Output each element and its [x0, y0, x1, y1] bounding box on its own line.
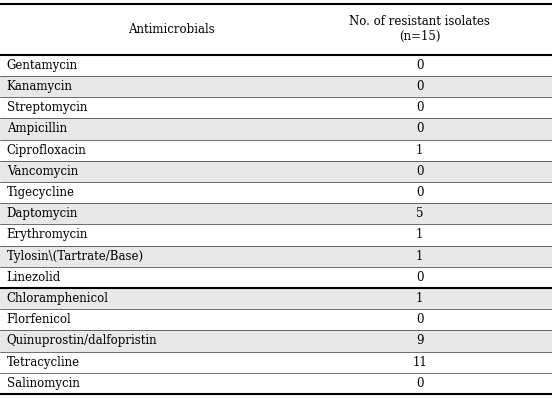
- Text: 11: 11: [412, 356, 427, 369]
- Text: Streptomycin: Streptomycin: [7, 101, 87, 114]
- Text: 1: 1: [416, 228, 423, 242]
- Bar: [0, 288, 552, 309]
- Text: 0: 0: [416, 186, 423, 199]
- Bar: [0, 246, 552, 267]
- Text: Kanamycin: Kanamycin: [7, 80, 73, 93]
- Text: 0: 0: [416, 271, 423, 284]
- Text: 0: 0: [416, 165, 423, 178]
- Text: 1: 1: [416, 144, 423, 157]
- Text: No. of resistant isolates
(n=15): No. of resistant isolates (n=15): [349, 16, 490, 43]
- Text: Erythromycin: Erythromycin: [7, 228, 88, 242]
- Text: 0: 0: [416, 377, 423, 390]
- Text: 0: 0: [416, 123, 423, 135]
- Text: Tetracycline: Tetracycline: [7, 356, 79, 369]
- Text: Tylosin\(Tartrate/Base): Tylosin\(Tartrate/Base): [7, 250, 144, 263]
- Text: Daptomycin: Daptomycin: [7, 207, 78, 220]
- Text: Ampicillin: Ampicillin: [7, 123, 67, 135]
- Text: Gentamycin: Gentamycin: [7, 59, 78, 72]
- Bar: [0, 118, 552, 140]
- Text: Florfenicol: Florfenicol: [7, 313, 71, 326]
- Bar: [0, 330, 552, 351]
- Text: 0: 0: [416, 80, 423, 93]
- Text: 1: 1: [416, 292, 423, 305]
- Text: Tigecycline: Tigecycline: [7, 186, 75, 199]
- Text: 1: 1: [416, 250, 423, 263]
- Text: 0: 0: [416, 59, 423, 72]
- Text: Antimicrobials: Antimicrobials: [128, 23, 215, 36]
- Text: Salinomycin: Salinomycin: [7, 377, 79, 390]
- Text: Quinuprostin/dalfopristin: Quinuprostin/dalfopristin: [7, 334, 157, 347]
- Text: 0: 0: [416, 313, 423, 326]
- Text: Chloramphenicol: Chloramphenicol: [7, 292, 109, 305]
- Text: Linezolid: Linezolid: [7, 271, 61, 284]
- Bar: [0, 76, 552, 97]
- Text: Ciprofloxacin: Ciprofloxacin: [7, 144, 86, 157]
- Bar: [0, 203, 552, 224]
- Text: 0: 0: [416, 101, 423, 114]
- Text: Vancomycin: Vancomycin: [7, 165, 78, 178]
- Text: 9: 9: [416, 334, 423, 347]
- Bar: [0, 161, 552, 182]
- Text: 5: 5: [416, 207, 423, 220]
